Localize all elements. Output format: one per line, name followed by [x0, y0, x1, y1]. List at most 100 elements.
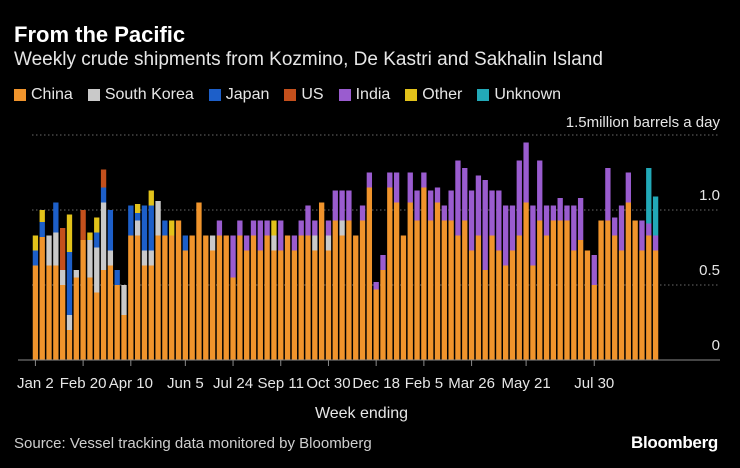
bar-segment-china: [32, 265, 39, 360]
bar-segment-india: [298, 220, 304, 236]
bar-segment-india: [639, 220, 645, 251]
bar-segment-south-korea: [73, 270, 79, 278]
bar-segment-china: [414, 220, 420, 360]
bar-segment-china: [53, 265, 59, 360]
bar-segment-india: [325, 220, 332, 236]
bar-segment-india: [346, 190, 352, 221]
x-tick-label: May 21: [502, 375, 551, 392]
legend-label-india: India: [355, 86, 391, 103]
bar-segment-japan: [100, 187, 107, 203]
bar-segment-other: [94, 217, 100, 233]
legend-item-unknown: Unknown: [477, 86, 561, 104]
bar-segment-south-korea: [46, 235, 52, 266]
bar-segment-india: [550, 205, 557, 221]
bar-segment-india: [652, 235, 659, 251]
bar-segment-china: [387, 187, 393, 360]
bar-segment-china: [46, 265, 52, 360]
bar-segment-japan: [107, 210, 114, 251]
legend-item-india: India: [338, 86, 391, 104]
bar-segment-china: [489, 235, 495, 360]
bar-segment-south-korea: [134, 220, 141, 236]
bar-segment-china: [298, 235, 304, 360]
bar-segment-china: [60, 285, 66, 360]
legend-item-china: China: [14, 86, 73, 104]
bar-segment-south-korea: [66, 315, 73, 330]
bar-segment-india: [414, 190, 420, 221]
bar-segment-us: [80, 210, 86, 240]
bar-segment-china: [257, 250, 263, 360]
bar-segment-india: [250, 220, 257, 236]
bar-segment-china: [639, 250, 645, 360]
legend-label-us: US: [301, 86, 324, 103]
bar-segment-india: [577, 198, 584, 240]
bar-segment-china: [250, 235, 257, 360]
bar-segment-china: [237, 235, 243, 360]
legend-label-unknown: Unknown: [494, 86, 562, 103]
bar-segment-india: [475, 175, 482, 236]
bar-segment-india: [537, 160, 543, 221]
legend-item-us: US: [284, 86, 324, 104]
bar-segment-us: [100, 169, 107, 188]
bar-segment-other: [169, 220, 175, 236]
x-tick-label: Feb 5: [405, 375, 443, 392]
bar-segment-china: [632, 220, 638, 360]
bar-segment-south-korea: [60, 270, 66, 285]
bar-segment-china: [502, 265, 509, 360]
bar-segment-india: [496, 190, 502, 251]
bar-segment-japan: [94, 232, 100, 248]
bar-segment-china: [434, 202, 441, 360]
bar-segment-china: [196, 202, 202, 360]
bar-segment-japan: [134, 213, 141, 221]
bar-segment-china: [530, 265, 536, 360]
bar-segment-china: [39, 237, 45, 360]
bar-segment-india: [612, 217, 618, 236]
bar-segment-china: [428, 220, 434, 360]
bar-segment-japan: [162, 220, 168, 236]
bar-segment-china: [318, 202, 325, 360]
legend-item-other: Other: [405, 86, 462, 104]
bar-segment-india: [339, 190, 345, 221]
bar-segment-china: [182, 250, 189, 360]
bar-segment-china: [475, 235, 482, 360]
bar-segment-india: [468, 190, 475, 251]
bar-segment-india: [605, 168, 611, 221]
bar-segment-china: [121, 315, 127, 360]
legend-label-china: China: [31, 86, 73, 103]
legend-swatch-south-korea: [87, 89, 100, 101]
bar-segment-japan: [32, 250, 39, 266]
bar-segment-india: [434, 187, 441, 203]
bar-segment-india: [625, 172, 631, 203]
bar-segment-china: [134, 235, 141, 360]
bar-segment-china: [516, 235, 522, 360]
bar-segment-other: [87, 232, 93, 240]
bar-segment-india: [393, 172, 400, 203]
bar-segment-india: [482, 180, 488, 270]
bar-segment-china: [284, 235, 291, 360]
bar-segment-japan: [66, 252, 73, 315]
legend-swatch-unknown: [477, 89, 490, 101]
bar-segment-china: [584, 250, 591, 360]
bar-segment-china: [346, 220, 352, 360]
bar-segment-china: [73, 277, 79, 360]
x-tick-label: Apr 10: [109, 375, 153, 392]
bar-segment-china: [278, 250, 284, 360]
bar-segment-india: [646, 223, 652, 236]
bar-segment-india: [421, 172, 427, 188]
bar-segment-china: [557, 220, 563, 360]
bar-segment-china: [216, 235, 223, 360]
bar-segment-south-korea: [271, 235, 277, 251]
bar-segment-india: [380, 255, 386, 270]
bar-segment-south-korea: [339, 220, 345, 236]
bar-segment-india: [257, 220, 263, 251]
bar-segment-china: [209, 250, 216, 360]
bar-segment-china: [189, 235, 195, 360]
x-tick-label: Jul 24: [213, 375, 253, 392]
bar-segment-japan: [128, 205, 134, 236]
legend-swatch-other: [405, 89, 418, 101]
bar-segment-china: [107, 265, 114, 360]
bar-segment-china: [625, 202, 631, 360]
bar-segment-india: [278, 220, 284, 251]
x-tick-label: Feb 20: [60, 375, 107, 392]
bar-segment-other: [148, 190, 154, 206]
bar-segment-china: [482, 270, 488, 360]
